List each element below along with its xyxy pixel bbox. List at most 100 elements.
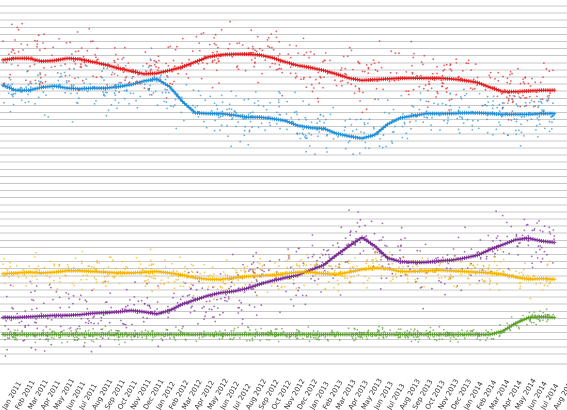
poll-point [114, 94, 117, 96]
poll-point [464, 94, 466, 97]
poll-point [508, 252, 511, 255]
trend-marker [336, 251, 341, 256]
poll-point [503, 331, 505, 334]
poll-point [515, 103, 518, 106]
poll-point [214, 320, 217, 323]
poll-point [491, 107, 494, 110]
poll-point [208, 300, 211, 302]
poll-point [13, 336, 16, 339]
poll-point [110, 329, 113, 332]
poll-point [52, 46, 55, 49]
poll-point [283, 285, 286, 288]
poll-point [361, 337, 364, 339]
poll-point [373, 62, 376, 65]
poll-point [547, 97, 550, 99]
poll-point [165, 101, 168, 103]
poll-point [211, 266, 214, 268]
poll-point [156, 301, 159, 303]
poll-point [124, 268, 126, 271]
poll-point [406, 277, 409, 280]
poll-point [373, 127, 375, 130]
poll-point [537, 105, 540, 107]
poll-point [228, 287, 230, 290]
poll-point [20, 43, 23, 45]
poll-point [175, 127, 178, 130]
poll-point [210, 308, 213, 311]
poll-point [46, 317, 49, 320]
poll-point [513, 95, 516, 98]
poll-point [365, 262, 368, 265]
poll-point [326, 151, 328, 153]
trend-marker [270, 55, 275, 60]
poll-point [500, 92, 503, 95]
poll-point [457, 128, 460, 131]
poll-point [404, 237, 406, 240]
poll-point [305, 118, 307, 121]
trend-marker [488, 85, 493, 90]
poll-point [456, 285, 459, 287]
poll-point [261, 49, 264, 52]
trend-marker [248, 285, 253, 290]
poll-point [355, 230, 358, 233]
poll-point [143, 87, 146, 89]
poll-point [546, 285, 549, 287]
poll-point [44, 80, 47, 83]
poll-point [52, 298, 54, 301]
trend-marker [552, 88, 557, 93]
poll-point [84, 330, 87, 333]
trend-marker [261, 53, 266, 58]
poll-point [528, 101, 531, 104]
poll-point [11, 306, 14, 309]
poll-point [288, 44, 291, 46]
poll-point [191, 305, 194, 308]
poll-point [317, 135, 319, 138]
trend-marker [193, 59, 198, 64]
poll-point [518, 272, 521, 275]
poll-point [478, 92, 481, 95]
poll-point [159, 76, 162, 79]
trend-marker [319, 67, 324, 72]
poll-point [144, 285, 147, 287]
poll-point [58, 263, 61, 266]
poll-point [28, 82, 31, 85]
poll-point [505, 112, 507, 114]
poll-point [481, 104, 484, 107]
poll-point [445, 267, 448, 269]
poll-point [403, 121, 406, 124]
trend-marker [283, 275, 288, 280]
poll-point [145, 70, 147, 73]
trend-marker [481, 82, 486, 87]
trend-marker [135, 70, 140, 75]
poll-point [344, 120, 347, 122]
poll-point [273, 282, 276, 284]
poll-point [234, 269, 237, 272]
poll-point [113, 275, 116, 278]
poll-point [302, 264, 305, 267]
poll-point [92, 40, 94, 43]
poll-point [545, 308, 548, 311]
poll-point [492, 95, 495, 98]
trend-marker [270, 278, 275, 283]
poll-point [358, 90, 361, 93]
poll-point [173, 337, 176, 339]
trend-marker [332, 130, 337, 135]
poll-point [261, 265, 264, 268]
poll-point [473, 266, 476, 269]
trend-marker [212, 292, 217, 297]
poll-point [256, 280, 258, 282]
poll-point [170, 275, 173, 277]
poll-point [487, 234, 490, 237]
poll-point [323, 269, 326, 272]
poll-point [50, 343, 53, 346]
poll-point [213, 285, 216, 288]
trend-marker [285, 119, 290, 124]
poll-point [441, 82, 444, 84]
poll-point [340, 69, 342, 71]
poll-point [182, 325, 184, 328]
poll-point [37, 96, 40, 99]
poll-point [205, 300, 208, 303]
poll-point [139, 95, 142, 98]
poll-point [347, 327, 350, 330]
poll-point [68, 306, 71, 309]
poll-point [231, 55, 234, 58]
